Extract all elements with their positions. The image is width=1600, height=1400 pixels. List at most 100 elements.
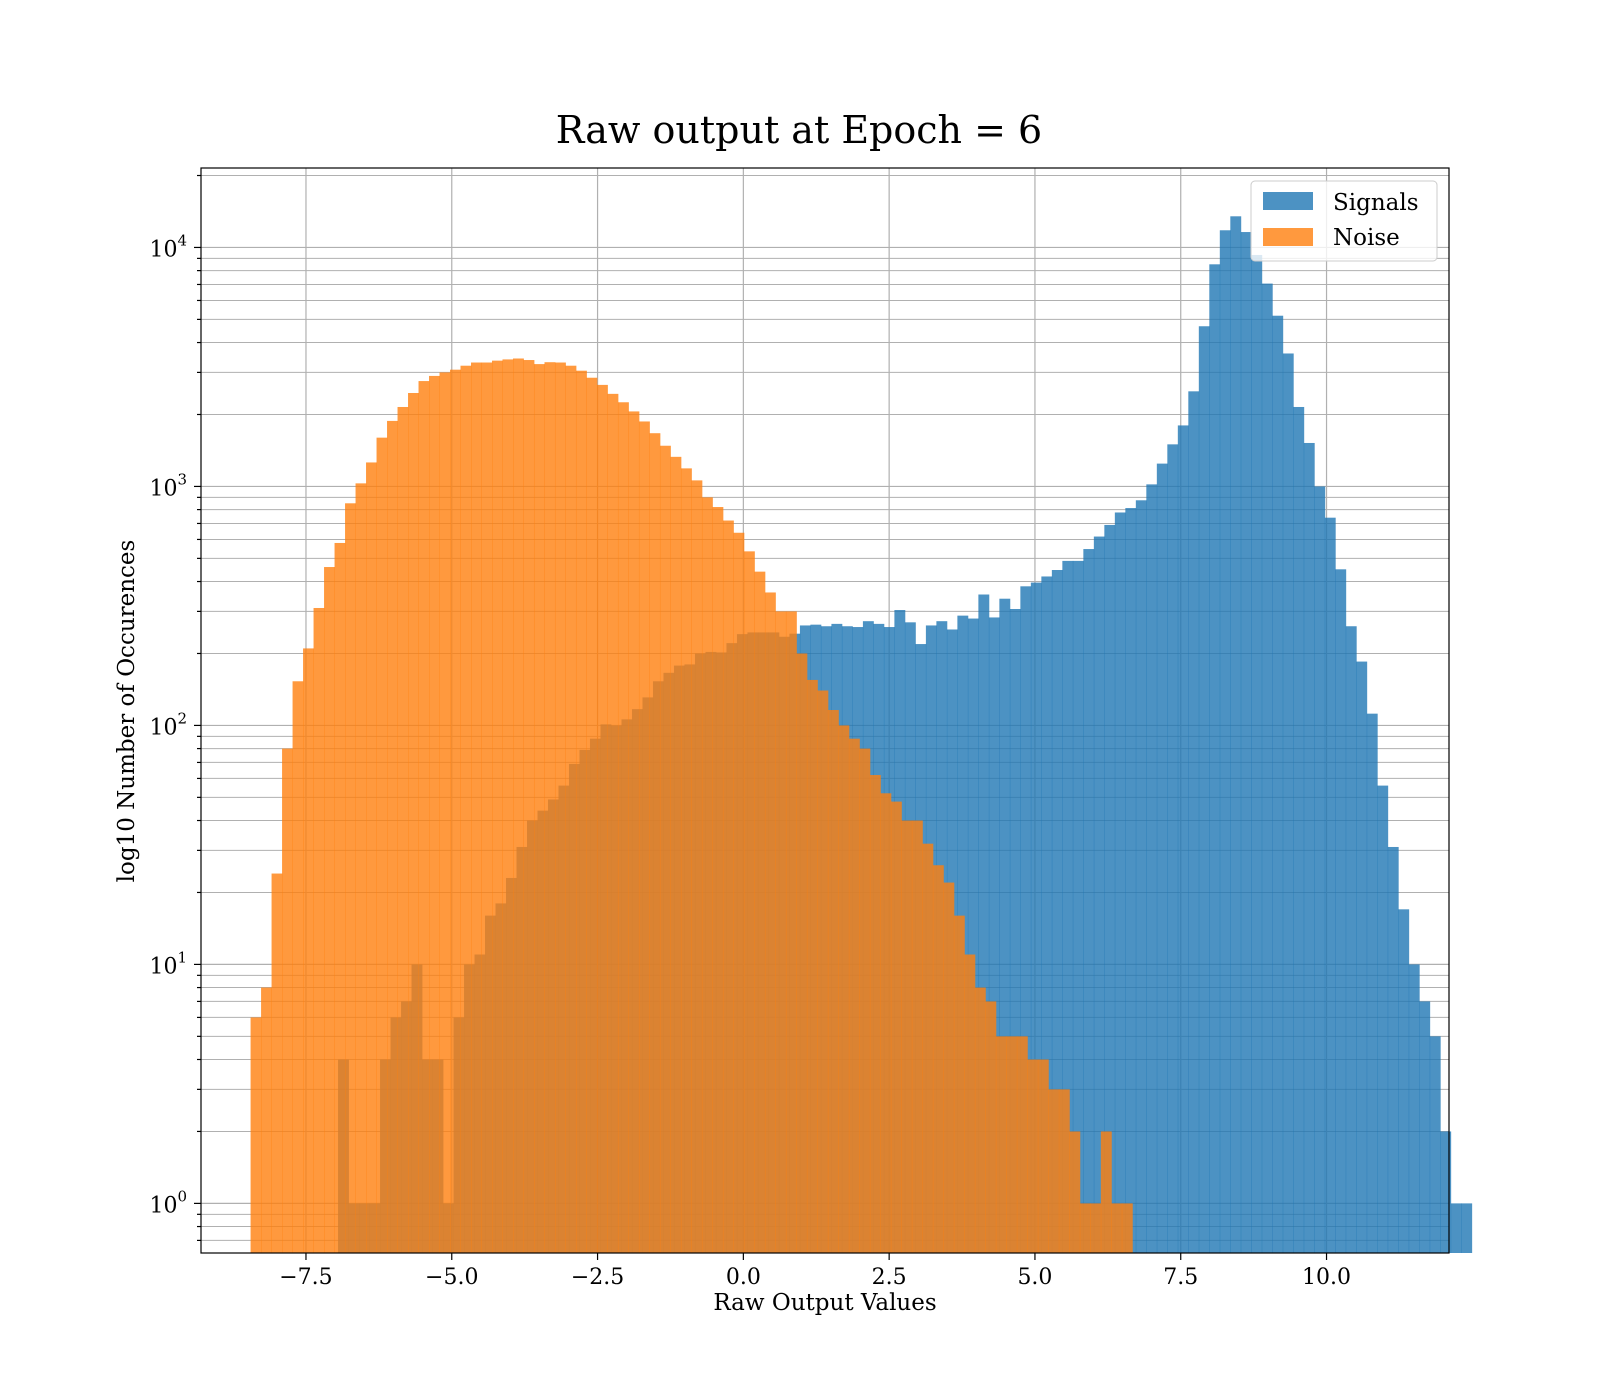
noise-bar xyxy=(659,445,671,1253)
noise-bar xyxy=(701,497,713,1254)
noise-bar xyxy=(712,507,724,1253)
signals-bar xyxy=(1419,1001,1431,1253)
noise-bar xyxy=(596,384,608,1253)
noise-bar xyxy=(261,987,272,1253)
noise-bar xyxy=(513,358,524,1253)
noise-bar xyxy=(859,748,871,1253)
noise-bar xyxy=(429,375,440,1253)
noise-bar xyxy=(607,393,619,1253)
noise-bar xyxy=(1058,1089,1070,1253)
noise-bar xyxy=(722,520,734,1253)
noise-bar xyxy=(334,542,346,1253)
signals-bar xyxy=(1020,586,1032,1253)
signals-bar xyxy=(1230,216,1242,1254)
plot-frame xyxy=(200,167,1450,1254)
signals-bar xyxy=(1282,353,1294,1253)
y-tick-label: 103 xyxy=(149,470,187,501)
y-axis-ticks: 100 101 102 103 104 xyxy=(149,174,201,1242)
noise-bar xyxy=(1027,1059,1039,1253)
noise-bar xyxy=(408,393,419,1254)
noise-bar xyxy=(271,873,283,1253)
legend-swatch-noise xyxy=(1263,228,1313,246)
noise-bar xyxy=(586,377,598,1254)
x-tick-label: 7.5 xyxy=(1163,1265,1198,1290)
signals-bar xyxy=(1093,536,1105,1253)
noise-bar xyxy=(638,421,650,1253)
noise-bar xyxy=(544,362,556,1253)
signals-bar xyxy=(1251,254,1263,1253)
signals-bar xyxy=(1356,661,1368,1253)
noise-bar xyxy=(324,567,335,1253)
signals-bar xyxy=(1219,230,1231,1253)
signals-bar xyxy=(1335,569,1347,1253)
noise-bar xyxy=(481,362,493,1253)
noise-bar xyxy=(397,406,409,1253)
signals-bar xyxy=(1188,391,1200,1254)
noise-bar xyxy=(250,1017,262,1253)
signals-bar xyxy=(1209,264,1221,1254)
noise-bar xyxy=(995,1036,1007,1253)
noise-bar xyxy=(670,456,682,1253)
signals-bar xyxy=(1167,444,1179,1253)
noise-bar xyxy=(492,360,503,1253)
noise-bar xyxy=(460,365,472,1253)
noise-bar xyxy=(533,364,545,1253)
signals-bar xyxy=(1072,560,1084,1253)
y-tick-label: 102 xyxy=(149,709,187,740)
noise-bar xyxy=(502,359,514,1254)
noise-bar xyxy=(964,954,976,1253)
signals-bar xyxy=(978,594,990,1253)
noise-bar xyxy=(313,607,325,1253)
signals-bar xyxy=(1240,232,1252,1253)
noise-bar xyxy=(785,611,797,1253)
noise-bar xyxy=(1100,1131,1112,1253)
x-tick-label: −5.0 xyxy=(425,1265,478,1290)
noise-bar xyxy=(911,820,923,1253)
noise-bar xyxy=(869,775,881,1253)
noise-bar xyxy=(985,1001,997,1253)
noise-bar xyxy=(1079,1203,1091,1253)
signals-bar xyxy=(1272,315,1284,1254)
legend-label-signals: Signals xyxy=(1333,190,1419,216)
signals-bar xyxy=(1114,512,1126,1253)
noise-bar xyxy=(617,402,629,1253)
noise-bar xyxy=(303,648,314,1253)
signals-bar xyxy=(1303,442,1315,1253)
noise-bar xyxy=(974,987,986,1253)
x-tick-label: 10.0 xyxy=(1302,1265,1351,1290)
y-tick-label: 104 xyxy=(149,231,187,262)
legend-label-noise: Noise xyxy=(1333,225,1400,251)
signals-bar xyxy=(1387,846,1399,1253)
signals-bar xyxy=(1177,425,1189,1253)
signals-bar xyxy=(1009,608,1021,1253)
y-axis-label: log10 Number of Occurences xyxy=(114,540,140,883)
noise-bar xyxy=(387,420,398,1253)
signals-bar xyxy=(988,617,1000,1253)
noise-bar xyxy=(292,681,304,1253)
noise-bar xyxy=(764,592,776,1253)
bars xyxy=(250,216,1473,1254)
noise-bar xyxy=(366,462,377,1253)
noise-bar xyxy=(649,433,661,1253)
signals-bar xyxy=(1461,1203,1473,1253)
noise-bar xyxy=(1006,1036,1018,1253)
noise-bar xyxy=(471,362,482,1253)
signals-bar xyxy=(1440,1131,1452,1253)
signals-bar xyxy=(967,618,979,1253)
x-tick-label: 0.0 xyxy=(726,1265,761,1290)
noise-bar xyxy=(628,411,640,1253)
x-tick-label: 5.0 xyxy=(1017,1265,1052,1290)
noise-bar xyxy=(575,370,587,1253)
noise-bar xyxy=(691,480,703,1254)
noise-bar xyxy=(754,571,766,1253)
signals-bar xyxy=(1429,1036,1441,1253)
signals-bar xyxy=(1261,283,1273,1253)
signals-bar xyxy=(1135,500,1147,1253)
signals-bar xyxy=(1104,524,1116,1253)
legend-swatch-signals xyxy=(1263,192,1313,210)
signals-bar xyxy=(1314,486,1326,1254)
signals-bar xyxy=(1324,517,1336,1253)
noise-bar xyxy=(282,748,293,1253)
noise-bar xyxy=(418,381,430,1254)
